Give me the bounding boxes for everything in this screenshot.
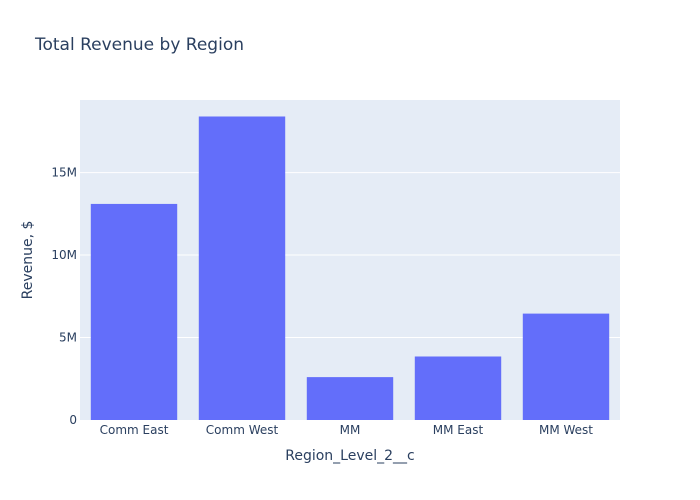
y-tick-label: 0	[69, 413, 77, 427]
bar-mm-east[interactable]	[414, 356, 502, 420]
bar-comm-east[interactable]	[90, 203, 178, 420]
x-axis-title: Region_Level_2__c	[285, 448, 415, 464]
y-axis-title: Revenue, $	[20, 221, 36, 300]
bar-mm[interactable]	[306, 377, 394, 420]
x-tick-label: Comm West	[206, 423, 279, 437]
x-tick-label: Comm East	[100, 423, 169, 437]
x-tick-label: MM West	[539, 423, 593, 437]
x-axis-ticks: Comm East Comm West MM MM East MM West	[100, 423, 594, 437]
bars	[90, 116, 610, 420]
y-tick-label: 10M	[51, 248, 77, 262]
y-tick-label: 15M	[51, 166, 77, 180]
x-tick-label: MM East	[433, 423, 484, 437]
bar-comm-west[interactable]	[198, 116, 286, 420]
bar-mm-west[interactable]	[522, 313, 610, 420]
y-tick-label: 5M	[59, 331, 77, 345]
y-axis-ticks: 0 5M 10M 15M	[51, 166, 77, 427]
x-tick-label: MM	[340, 423, 361, 437]
chart-title: Total Revenue by Region	[34, 35, 244, 55]
